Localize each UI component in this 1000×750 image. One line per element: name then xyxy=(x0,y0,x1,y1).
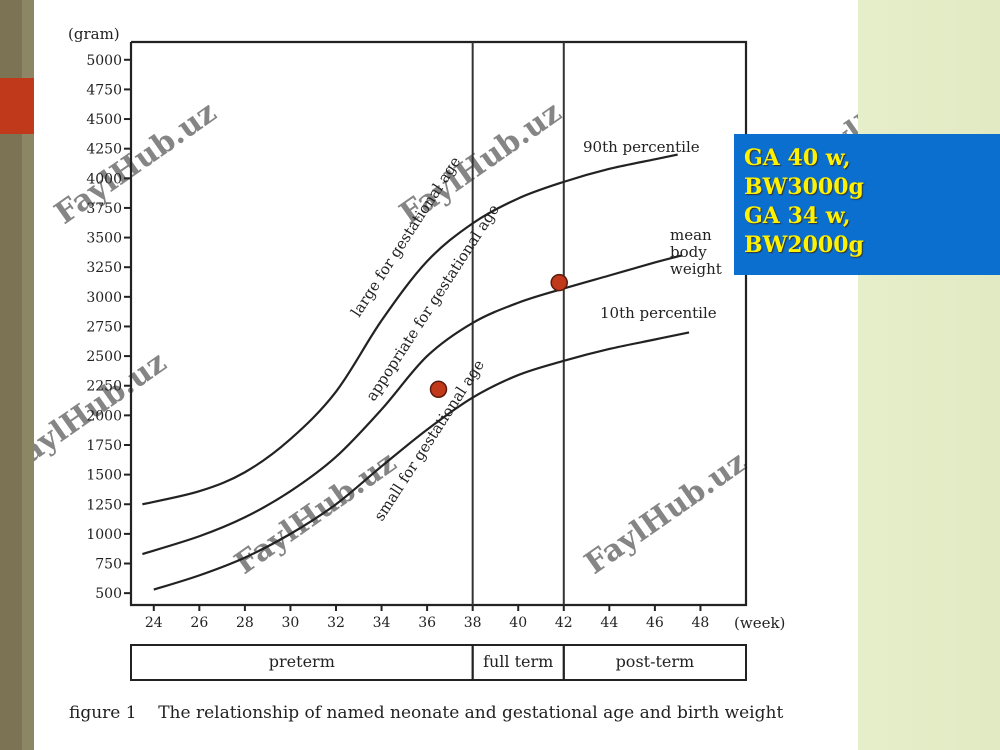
x-tick-label: 42 xyxy=(555,615,573,631)
y-tick-label: 500 xyxy=(95,586,122,602)
x-ticks: 24 26 28 30 32 34 36 38 40 42 44 46 48 xyxy=(145,605,709,631)
y-tick-label: 2750 xyxy=(86,319,122,335)
curve-10th-percentile xyxy=(153,331,690,591)
term-band-label: post-term xyxy=(616,652,695,671)
term-band-label: full term xyxy=(483,652,553,671)
label-body: body xyxy=(670,243,707,261)
x-axis-label: (week) xyxy=(734,614,785,632)
left-accent-block xyxy=(0,78,34,134)
y-tick-label: 1750 xyxy=(86,438,122,454)
y-tick-label: 2000 xyxy=(86,408,122,424)
x-tick-label: 46 xyxy=(646,615,664,631)
x-tick-label: 28 xyxy=(236,615,254,631)
markers xyxy=(429,273,568,399)
curve-mean-body-weight xyxy=(142,254,683,556)
y-tick-label: 4000 xyxy=(86,171,122,187)
info-line-ga34: GA 34 w, xyxy=(744,203,851,229)
figure-caption: figure 1 The relationship of named neona… xyxy=(69,703,783,723)
label-10th-percentile: 10th percentile xyxy=(600,304,717,322)
plot-frame xyxy=(129,40,748,607)
y-tick-label: 4250 xyxy=(86,142,122,158)
growth-chart: FaylHub.uz FaylHub.uz FaylHub.uzFaylHub.uz… xyxy=(34,25,858,723)
x-tick-label: 48 xyxy=(692,615,710,631)
info-line-bw2000: BW2000g xyxy=(744,232,864,258)
y-tick-label: 2500 xyxy=(86,349,122,365)
info-box: GA 40 w, BW3000g GA 34 w, BW2000g xyxy=(734,134,1000,275)
y-axis-label: (gram) xyxy=(68,25,120,43)
y-ticks: 500 750 1000 1250 1500 1750 2000 2250 2500 2750 30… xyxy=(86,53,131,602)
label-90th-percentile: 90th percentile xyxy=(583,138,700,156)
watermark-text: FaylHub.uz xyxy=(49,95,223,232)
watermark-text: FaylHub.uz xyxy=(579,445,753,582)
y-tick-label: 3000 xyxy=(86,290,122,306)
y-tick-label: 2250 xyxy=(86,379,122,395)
curves xyxy=(142,153,690,591)
info-line-ga40: GA 40 w, xyxy=(744,145,851,171)
info-line-bw3000: BW3000g xyxy=(744,174,864,200)
figure-panel: FaylHub.uz FaylHub.uz FaylHub.uz FaylHub.uz… xyxy=(34,0,858,750)
x-tick-label: 38 xyxy=(464,615,482,631)
x-tick-label: 30 xyxy=(282,615,300,631)
y-tick-label: 5000 xyxy=(86,53,122,69)
y-tick-label: 3500 xyxy=(86,231,122,247)
y-tick-label: 1500 xyxy=(86,468,122,484)
label-mean: mean xyxy=(670,226,712,244)
y-tick-label: 1000 xyxy=(86,527,122,543)
left-rail-highlight xyxy=(22,0,34,750)
x-tick-label: 34 xyxy=(373,615,391,631)
curve-90th-percentile xyxy=(142,153,678,506)
y-tick-label: 3750 xyxy=(86,201,122,217)
y-tick-label: 3250 xyxy=(86,260,122,276)
term-band-box xyxy=(562,644,747,681)
x-tick-label: 44 xyxy=(600,615,618,631)
y-tick-label: 750 xyxy=(95,557,122,573)
y-tick-label: 4750 xyxy=(86,82,122,98)
data-marker xyxy=(550,273,568,292)
x-tick-label: 26 xyxy=(190,615,208,631)
x-tick-label: 36 xyxy=(418,615,436,631)
label-weight: weight xyxy=(670,260,722,278)
x-tick-label: 32 xyxy=(327,615,345,631)
x-tick-label: 40 xyxy=(509,615,527,631)
term-band-label: preterm xyxy=(269,652,335,671)
term-bands: preterm full term post-term xyxy=(130,644,747,681)
data-marker xyxy=(429,380,448,399)
x-tick-label: 24 xyxy=(145,615,163,631)
y-tick-label: 1250 xyxy=(86,497,122,513)
y-tick-label: 4500 xyxy=(86,112,122,128)
